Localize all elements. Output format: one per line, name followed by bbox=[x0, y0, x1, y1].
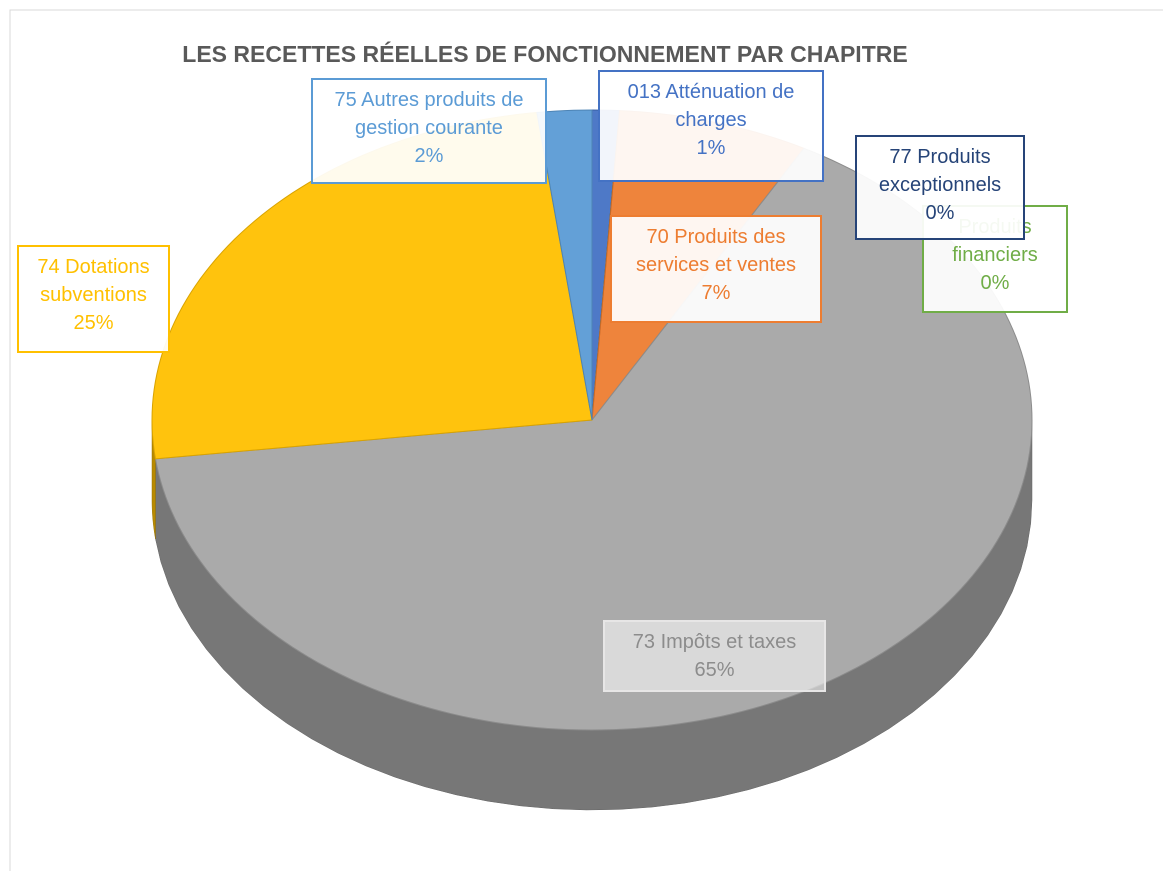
data-label: 75 Autres produits de gestion courante 2% bbox=[311, 78, 547, 184]
label-name: 73 Impôts et taxes bbox=[632, 631, 797, 653]
data-label: 013 Atténuation de charges 1% bbox=[598, 70, 824, 182]
label-name: 013 Atténuation de charges bbox=[627, 81, 795, 131]
label-value: 1% bbox=[696, 137, 726, 159]
chart-frame bbox=[9, 9, 1163, 871]
data-label: 74 Dotations subventions 25% bbox=[17, 245, 170, 353]
data-label: 70 Produits des services et ventes 7% bbox=[610, 215, 822, 323]
label-value: 2% bbox=[414, 145, 444, 167]
label-name: 74 Dotations subventions bbox=[37, 256, 150, 306]
label-value: 65% bbox=[694, 659, 735, 681]
label-name: 70 Produits des services et ventes bbox=[635, 226, 797, 276]
label-value: 25% bbox=[73, 312, 114, 334]
label-name: 77 Produits exceptionnels bbox=[878, 146, 1002, 196]
chart-title: LES RECETTES RÉELLES DE FONCTIONNEMENT P… bbox=[182, 40, 907, 67]
label-value: 7% bbox=[701, 282, 731, 304]
label-value: 0% bbox=[980, 272, 1010, 294]
label-name: 75 Autres produits de gestion courante bbox=[334, 89, 524, 139]
label-value: 0% bbox=[925, 202, 955, 224]
data-label: 77 Produits exceptionnels 0% bbox=[855, 135, 1025, 240]
data-label: 73 Impôts et taxes 65% bbox=[603, 620, 826, 692]
